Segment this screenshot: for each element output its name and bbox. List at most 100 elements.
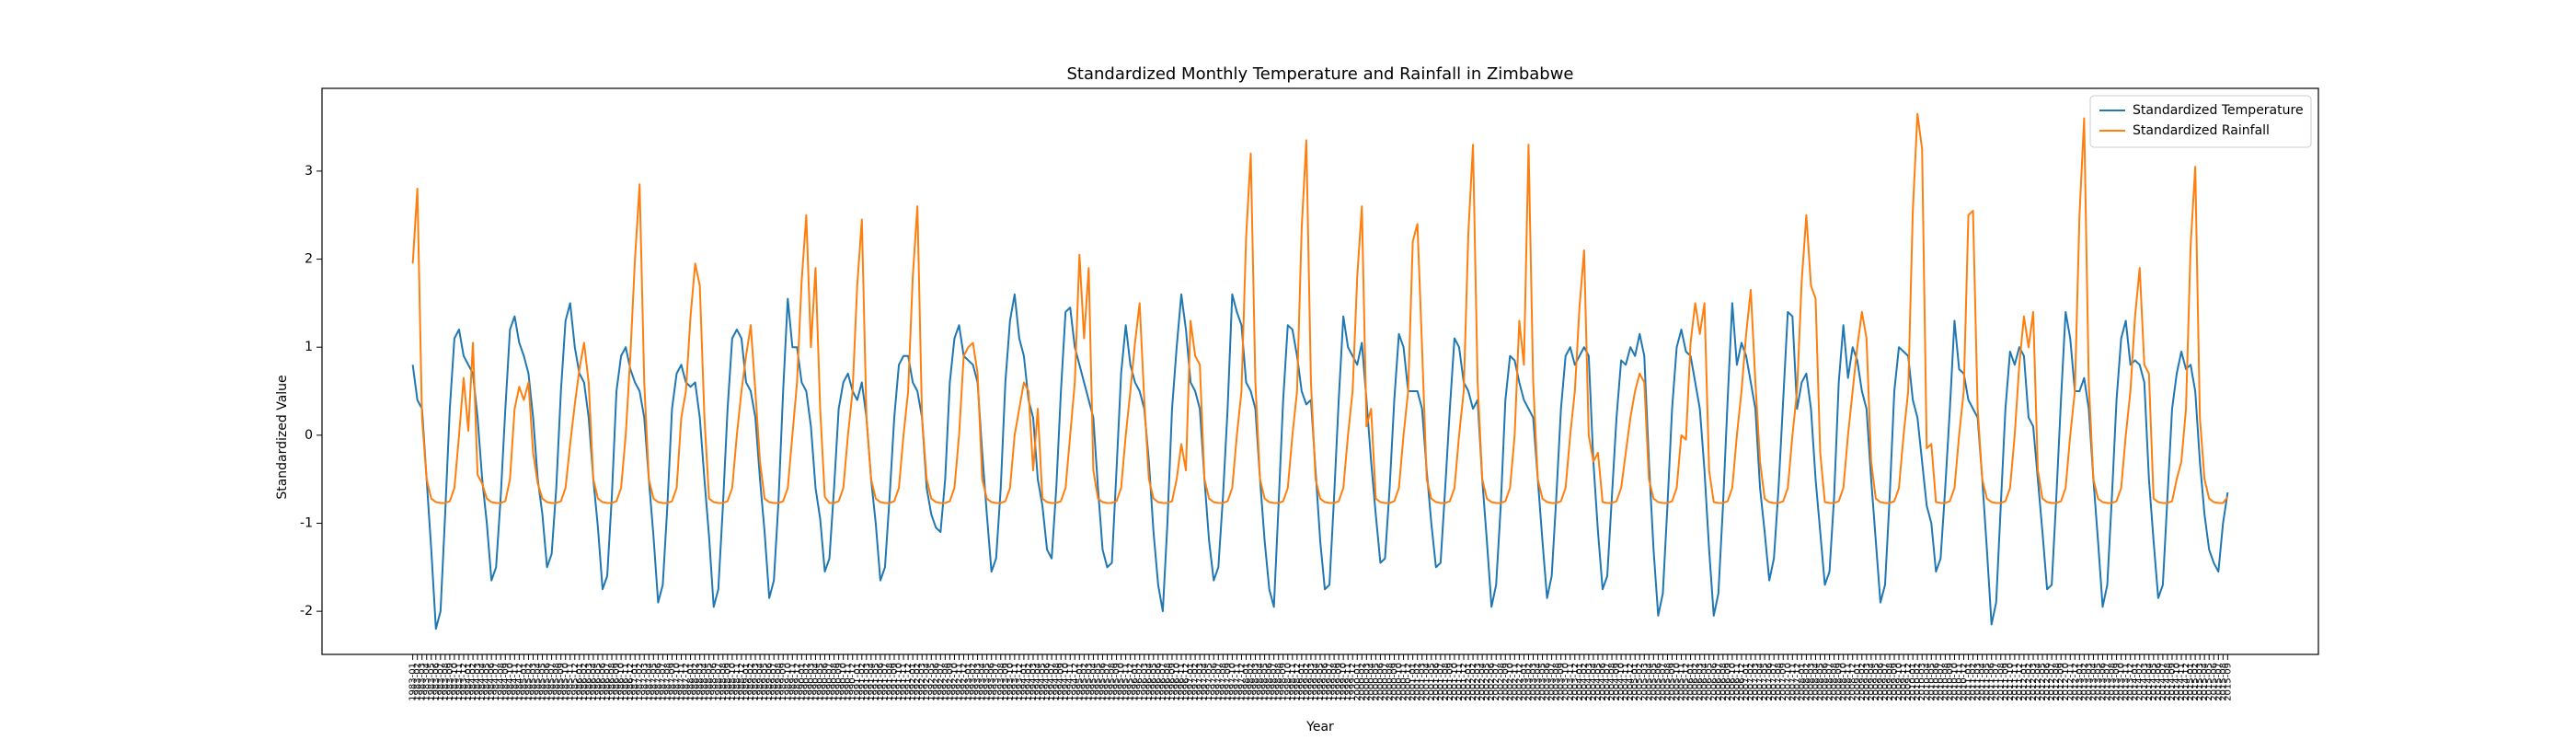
x-tick-label: 2011-06	[1987, 663, 1997, 701]
x-tick-label: 1986-02	[580, 663, 590, 701]
x-tick-label: 1996-09	[1167, 663, 1178, 701]
x-tick-label: 1992-01	[908, 663, 918, 701]
x-tick-label: 1990-06	[821, 663, 831, 701]
x-tick-label: 1990-08	[830, 663, 840, 701]
x-tick-label: 2001-03	[1418, 663, 1428, 701]
x-tick-label: 1987-02	[635, 663, 645, 701]
x-tick-label: 2002-03	[1473, 663, 1483, 701]
x-tick-label: 2004-08	[1607, 663, 1617, 701]
x-tick-label: 1984-11	[510, 663, 520, 701]
x-tick-label: 1999-05	[1316, 663, 1326, 701]
x-tick-label: 1999-02	[1302, 663, 1312, 701]
x-tick-label: 1983-06	[431, 663, 442, 701]
x-tick-label: 1999-04	[1311, 663, 1321, 701]
x-tick-label: 2005-02	[1635, 663, 1645, 701]
x-tick-label: 2004-10	[1616, 663, 1627, 701]
x-tick-label: 1994-02	[1024, 663, 1034, 701]
x-tick-label: 2002-02	[1468, 663, 1478, 701]
x-tick-label: 2012-06	[2042, 663, 2053, 701]
x-tick-label: 1988-08	[719, 663, 729, 701]
x-tick-label: 2006-04	[1700, 663, 1710, 701]
x-tick-label: 2005-11	[1677, 663, 1687, 701]
x-tick-label: 1990-04	[811, 663, 821, 701]
x-tick-label: 2007-03	[1751, 663, 1761, 701]
x-tick-label: 1994-12	[1070, 663, 1080, 701]
x-tick-label: 1993-04	[978, 663, 988, 701]
y-tick-label: 2	[305, 252, 313, 267]
x-tick-label: 1988-06	[709, 663, 719, 701]
x-tick-label: 1991-12	[903, 663, 914, 701]
x-tick-label: 1989-08	[774, 663, 784, 701]
x-tick-label: 1984-02	[468, 663, 478, 701]
x-tick-label: 1998-10	[1283, 663, 1294, 701]
x-tick-label: 1997-03	[1195, 663, 1205, 701]
x-tick-label: 1997-08	[1218, 663, 1228, 701]
x-tick-label: 1987-09	[667, 663, 677, 701]
x-tick-label: 1990-03	[806, 663, 816, 701]
x-tick-label: 1999-07	[1325, 663, 1335, 701]
x-tick-label: 1984-03	[473, 663, 483, 701]
x-tick-label: 1995-12	[1126, 663, 1136, 701]
x-tick-label: 1991-11	[899, 663, 909, 701]
x-tick-label: 1984-01	[464, 663, 474, 701]
x-tick-label: 2005-03	[1639, 663, 1650, 701]
x-tick-label: 2001-02	[1413, 663, 1423, 701]
x-tick-label: 1988-09	[723, 663, 733, 701]
x-tick-label: 1983-02	[413, 663, 423, 701]
x-tick-label: 1992-03	[917, 663, 927, 701]
x-tick-label: 1986-03	[584, 663, 594, 701]
x-tick-label: 1990-09	[834, 663, 845, 701]
x-tick-label: 2010-01	[1908, 663, 1918, 701]
x-tick-label: 2004-12	[1626, 663, 1636, 701]
x-tick-label: 1993-12	[1015, 663, 1025, 701]
x-tick-label: 1996-05	[1149, 663, 1159, 701]
x-tick-label: 1983-04	[422, 663, 432, 701]
x-tick-label: 1989-06	[765, 663, 775, 701]
x-tick-label: 1988-01	[686, 663, 696, 701]
x-tick-label: 2006-05	[1705, 663, 1715, 701]
x-tick-label: 1989-02	[746, 663, 756, 701]
x-tick-label: 1993-11	[1010, 663, 1020, 701]
x-tick-label: 1994-04	[1033, 663, 1043, 701]
x-tick-label: 2000-12	[1404, 663, 1414, 701]
x-tick-label: 2008-11	[1844, 663, 1854, 701]
x-tick-label: 2013-02	[2079, 663, 2089, 701]
x-tick-label: 2002-10	[1505, 663, 1515, 701]
x-tick-label: 1997-09	[1223, 663, 1233, 701]
x-tick-label: 1998-02	[1247, 663, 1257, 701]
x-tick-label: 2013-12	[2126, 663, 2136, 701]
x-tick-label: 2000-04	[1366, 663, 1376, 701]
x-tick-label: 2014-07	[2158, 663, 2168, 701]
y-axis-label: Standardized Value	[275, 375, 290, 499]
x-tick-label: 2007-04	[1755, 663, 1765, 701]
x-tick-label: 1986-12	[626, 663, 636, 701]
x-tick-label: 1995-06	[1098, 663, 1108, 701]
x-tick-label: 2002-01	[1464, 663, 1474, 701]
x-tick-label: 1989-01	[742, 663, 752, 701]
x-tick-label: 1999-06	[1320, 663, 1330, 701]
x-tick-label: 1985-01	[519, 663, 529, 701]
x-tick-label: 2001-04	[1422, 663, 1432, 701]
x-tick-label: 2014-08	[2163, 663, 2173, 701]
x-tick-label: 1987-03	[639, 663, 650, 701]
x-tick-label: 1985-02	[523, 663, 534, 701]
x-tick-label: 1994-06	[1042, 663, 1052, 701]
x-tick-label: 1985-07	[547, 663, 558, 701]
x-tick-label: 1983-01	[408, 663, 419, 701]
x-tick-label: 2011-02	[1969, 663, 1979, 701]
plot-frame	[321, 87, 2319, 655]
x-tick-label: 2011-12	[2015, 663, 2025, 701]
y-tick-label: -1	[300, 515, 313, 530]
x-tick-label: 1984-07	[491, 663, 501, 701]
x-tick-label: 1988-02	[691, 663, 701, 701]
x-tick-label: 2009-06	[1876, 663, 1886, 701]
x-tick-label: 2008-02	[1801, 663, 1811, 701]
x-tick-label: 1987-06	[653, 663, 663, 701]
x-tick-label: 1986-06	[598, 663, 608, 701]
x-tick-label: 1988-04	[700, 663, 710, 701]
x-tick-label: 2000-05	[1371, 663, 1381, 701]
x-tick-label: 1989-10	[783, 663, 793, 701]
x-tick-label: 2007-09	[1778, 663, 1788, 701]
x-tick-label: 2002-11	[1510, 663, 1520, 701]
